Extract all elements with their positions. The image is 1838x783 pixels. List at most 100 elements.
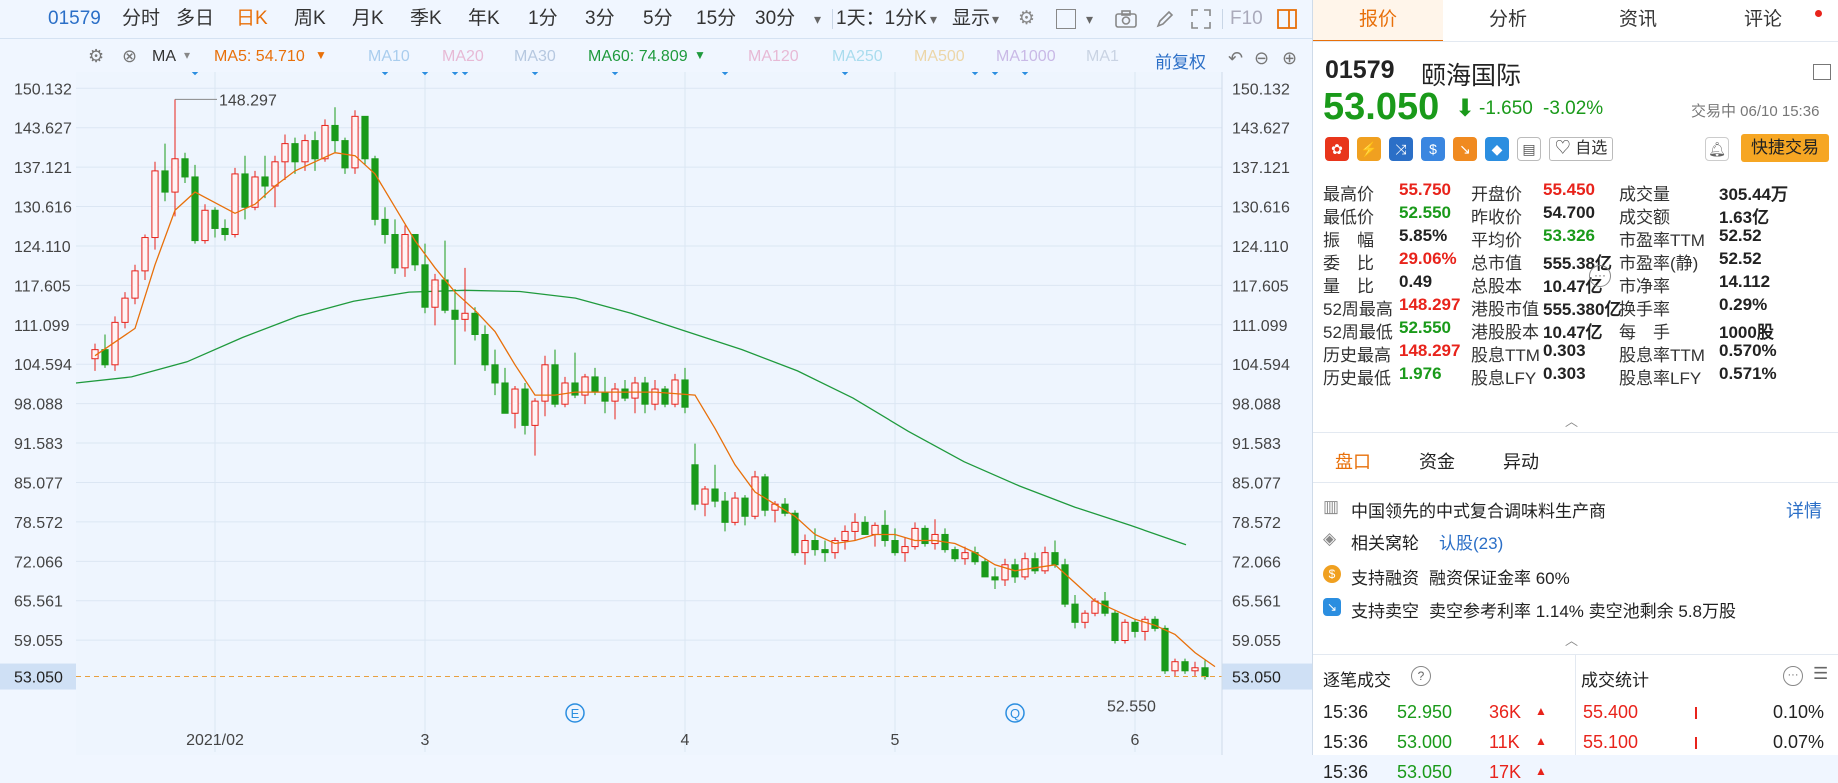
display-menu[interactable]: 显示: [952, 8, 991, 29]
ma30-label[interactable]: MA30: [514, 48, 556, 65]
candle[interactable]: [121, 292, 129, 329]
candle[interactable]: [331, 107, 339, 153]
candle[interactable]: [381, 207, 389, 244]
sidebar-icon[interactable]: [1813, 64, 1831, 80]
shuffle-icon[interactable]: ⤨: [1389, 137, 1413, 161]
ma1000-label[interactable]: MA1000: [996, 48, 1056, 65]
tab-15min[interactable]: 15分: [696, 8, 737, 29]
dollar-icon[interactable]: $: [1421, 137, 1445, 161]
candle[interactable]: [1061, 558, 1069, 608]
tab-news[interactable]: 资讯: [1618, 9, 1657, 30]
candle[interactable]: [1031, 552, 1039, 574]
candle[interactable]: [181, 152, 189, 184]
candle[interactable]: [1141, 616, 1149, 641]
candle[interactable]: [931, 519, 939, 550]
candle[interactable]: [151, 161, 159, 250]
undo-icon[interactable]: ↶: [1228, 48, 1244, 68]
bell-icon[interactable]: 🔔︎: [1705, 137, 1729, 161]
candle[interactable]: [351, 110, 359, 174]
candle[interactable]: [711, 464, 719, 508]
candle[interactable]: [691, 443, 699, 511]
candle[interactable]: [261, 155, 269, 199]
chevron-down-icon[interactable]: ▾: [992, 11, 1000, 27]
candle[interactable]: [721, 492, 729, 532]
more-icon[interactable]: ···: [1783, 666, 1803, 686]
zoom-out-icon[interactable]: ⊖: [1254, 48, 1270, 68]
candle[interactable]: [551, 349, 559, 408]
settings-gear-icon[interactable]: ⚙: [1018, 8, 1036, 29]
subtab-funds[interactable]: 资金: [1419, 452, 1455, 472]
tab-quote[interactable]: 报价: [1313, 0, 1443, 42]
candle[interactable]: [791, 510, 799, 556]
candle[interactable]: [311, 131, 319, 171]
candle[interactable]: [531, 398, 539, 456]
candle[interactable]: [801, 534, 809, 565]
ma-label[interactable]: MA: [152, 48, 176, 65]
candle[interactable]: [671, 373, 679, 408]
tab-30min[interactable]: 30分: [755, 8, 796, 29]
candle[interactable]: [481, 325, 489, 371]
candle[interactable]: [761, 473, 769, 517]
candle[interactable]: [431, 273, 439, 326]
candle[interactable]: [451, 289, 459, 365]
candle[interactable]: [1131, 619, 1139, 638]
candle[interactable]: [401, 225, 409, 277]
candle[interactable]: [891, 528, 899, 556]
candle[interactable]: [1111, 610, 1119, 644]
zoom-in-icon[interactable]: ⊕: [1282, 48, 1298, 68]
candle[interactable]: [951, 546, 959, 562]
candle[interactable]: [961, 546, 969, 565]
candle[interactable]: [1181, 658, 1189, 674]
candle[interactable]: [1071, 595, 1079, 629]
candle[interactable]: [201, 204, 209, 244]
candle[interactable]: [701, 485, 709, 517]
candle[interactable]: [861, 516, 869, 535]
candle[interactable]: [1121, 619, 1129, 644]
candle[interactable]: [541, 355, 549, 417]
chevron-down-icon[interactable]: ▾: [930, 11, 938, 27]
help-icon[interactable]: ?: [1411, 666, 1431, 686]
candle[interactable]: [841, 525, 849, 550]
event-marker[interactable]: [420, 72, 430, 76]
menu-list-icon[interactable]: ☰: [1813, 664, 1829, 683]
candle[interactable]: [501, 367, 509, 414]
tab-analysis[interactable]: 分析: [1488, 9, 1527, 30]
candle[interactable]: [191, 164, 199, 244]
candle[interactable]: [831, 537, 839, 559]
tab-day-k[interactable]: 日K: [236, 8, 268, 29]
candle[interactable]: [361, 115, 369, 165]
candle[interactable]: [1041, 546, 1049, 574]
candle[interactable]: [141, 234, 149, 280]
ma20-label[interactable]: MA20: [442, 48, 484, 65]
candle[interactable]: [661, 386, 669, 408]
caret-down-icon[interactable]: ▼: [315, 48, 327, 62]
candle[interactable]: [171, 99, 179, 217]
fuquan-button[interactable]: 前复权: [1155, 53, 1206, 72]
tab-duori[interactable]: 多日: [176, 8, 215, 29]
candle[interactable]: [851, 513, 859, 541]
pencil-icon[interactable]: [1154, 0, 1176, 38]
tab-3min[interactable]: 3分: [585, 8, 615, 29]
caret-down-icon[interactable]: ▼: [694, 48, 706, 62]
tab-fenshi[interactable]: 分时: [122, 8, 161, 29]
subtab-abnormal[interactable]: 异动: [1503, 452, 1539, 472]
candle[interactable]: [991, 567, 999, 589]
lightning-icon[interactable]: ⚡: [1357, 137, 1381, 161]
candle[interactable]: [641, 376, 649, 414]
candle[interactable]: [981, 558, 989, 578]
candle[interactable]: [921, 525, 929, 547]
candle[interactable]: [231, 167, 239, 238]
candle[interactable]: [321, 119, 329, 162]
tab-5min[interactable]: 5分: [643, 8, 673, 29]
candle[interactable]: [811, 528, 819, 556]
candle[interactable]: [521, 382, 529, 435]
candle[interactable]: [1021, 552, 1029, 580]
candle[interactable]: [581, 373, 589, 405]
candle[interactable]: [1191, 661, 1199, 677]
tab-year-k[interactable]: 年K: [468, 8, 500, 29]
candle[interactable]: [291, 137, 299, 174]
event-marker[interactable]: [460, 72, 470, 76]
event-marker[interactable]: [380, 72, 390, 76]
candle[interactable]: [901, 537, 909, 562]
candle[interactable]: [371, 155, 379, 226]
